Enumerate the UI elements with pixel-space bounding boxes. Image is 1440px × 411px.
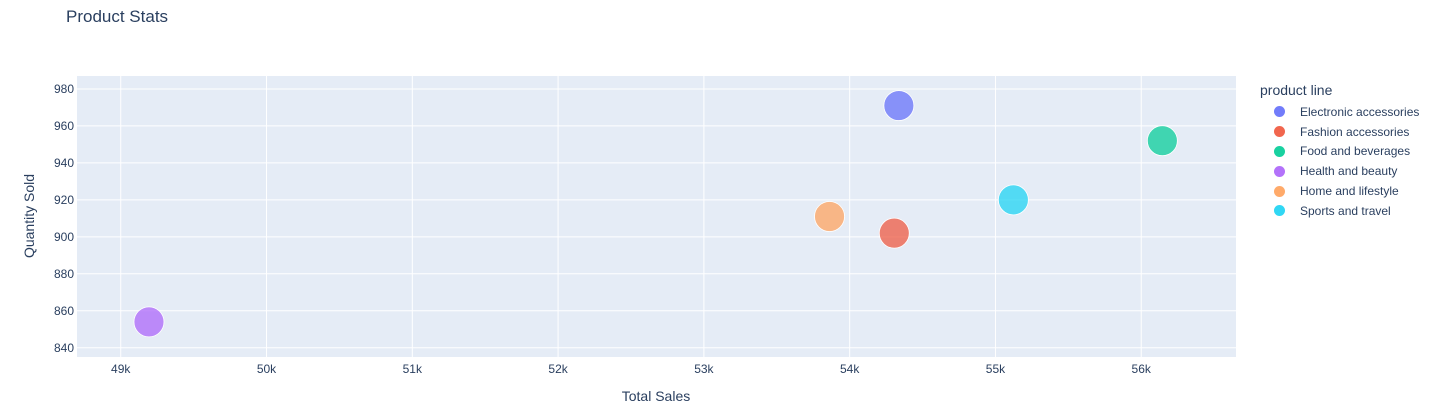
y-axis-ticks: 840 860 880 900 920 940 960 980	[54, 82, 74, 355]
y-tick-label: 920	[54, 193, 74, 207]
y-tick-label: 900	[54, 230, 74, 244]
legend-item[interactable]: Home and lifestyle	[1260, 181, 1419, 201]
legend-item[interactable]: Health and beauty	[1260, 161, 1419, 181]
legend-label: Sports and travel	[1300, 203, 1391, 218]
legend-label: Fashion accessories	[1300, 124, 1410, 139]
y-tick-label: 880	[54, 267, 74, 281]
y-tick-label: 840	[54, 341, 74, 355]
data-point	[814, 201, 845, 232]
x-axis-title: Total Sales	[622, 388, 690, 404]
legend-item[interactable]: Sports and travel	[1260, 201, 1419, 221]
x-tick-label: 54k	[840, 362, 860, 376]
legend-marker	[1274, 126, 1285, 138]
data-point	[878, 217, 910, 249]
legend: product line Electronic accessories Fashi…	[1260, 82, 1419, 221]
data-point	[133, 306, 165, 338]
legend-label: Home and lifestyle	[1300, 184, 1399, 199]
x-tick-label: 49k	[111, 362, 131, 376]
y-tick-label: 860	[54, 304, 74, 318]
legend-item[interactable]: Food and beverages	[1260, 142, 1419, 162]
x-axis-ticks: 49k 50k 51k 52k 53k 54k 55k 56k	[111, 362, 1152, 376]
legend-item[interactable]: Fashion accessories	[1260, 122, 1419, 142]
grid-lines	[77, 76, 1236, 357]
x-tick-label: 53k	[694, 362, 714, 376]
x-tick-label: 52k	[548, 362, 568, 376]
y-axis-title: Quantity Sold	[21, 174, 37, 258]
y-tick-label: 980	[54, 82, 74, 96]
legend-title: product line	[1260, 82, 1333, 98]
legend-items: Electronic accessories Fashion accessorie…	[1260, 102, 1419, 221]
legend-label: Food and beverages	[1300, 144, 1411, 159]
chart-title: Product Stats	[66, 7, 169, 26]
x-tick-label: 55k	[986, 362, 1006, 376]
x-tick-label: 56k	[1132, 362, 1152, 376]
plot-area	[77, 76, 1236, 357]
legend-marker	[1274, 205, 1285, 217]
legend-marker	[1274, 165, 1285, 177]
legend-marker	[1274, 145, 1285, 157]
y-tick-label: 940	[54, 156, 74, 170]
legend-label: Health and beauty	[1300, 164, 1398, 179]
legend-marker	[1274, 185, 1285, 197]
data-point	[883, 90, 915, 121]
legend-item[interactable]: Electronic accessories	[1260, 102, 1419, 122]
x-tick-label: 51k	[403, 362, 423, 376]
y-tick-label: 960	[54, 119, 74, 133]
legend-marker	[1274, 106, 1285, 118]
data-points	[133, 90, 1178, 338]
legend-label: Electronic accessories	[1300, 104, 1420, 119]
x-tick-label: 50k	[257, 362, 277, 376]
data-point	[1146, 125, 1178, 157]
data-point	[997, 184, 1029, 216]
